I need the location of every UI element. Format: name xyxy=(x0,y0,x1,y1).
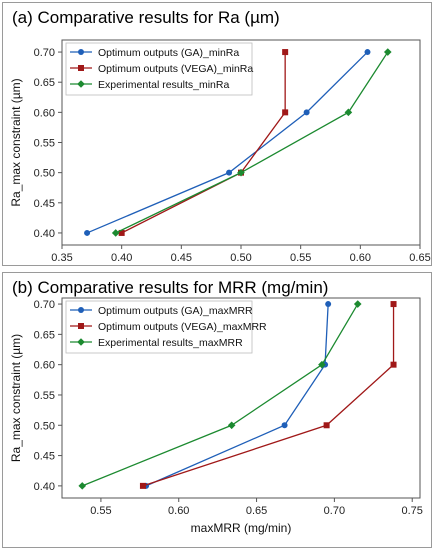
legend: Optimum outputs (GA)_minRa Optimum output… xyxy=(65,42,253,96)
panel-title: (a) Comparative results for Ra (µm) xyxy=(12,8,280,27)
y-tick-label: 0.50 xyxy=(34,420,55,432)
series-line-1 xyxy=(86,51,368,234)
series-line-2 xyxy=(121,52,286,234)
legend-marker xyxy=(78,307,84,313)
data-point xyxy=(390,301,397,308)
data-point xyxy=(111,229,120,237)
data-point xyxy=(282,109,289,116)
data-point xyxy=(139,482,146,489)
y-tick-label: 0.60 xyxy=(34,107,55,119)
chart-svg-a: 0.35 0.40 0.45 0.50 0.55 0.60 0.65 0.40 0.45 0.50… xyxy=(9,39,431,264)
chart-svg-b: 0.55 0.60 0.65 0.70 0.75 0.40 0.45 0.50 0.55 0.60… xyxy=(9,297,423,535)
x-tick-label: 0.55 xyxy=(90,505,111,517)
y-tick-label: 0.50 xyxy=(34,168,55,180)
x-tick-label: 0.70 xyxy=(324,505,345,517)
legend-label: Optimum outputs (GA)_minRa xyxy=(98,47,239,59)
x-tick-label: 0.50 xyxy=(230,252,251,264)
x-tick-label: 0.55 xyxy=(290,252,311,264)
plot-area xyxy=(61,297,421,499)
y-tick-label: 0.60 xyxy=(34,360,55,372)
legend-marker xyxy=(78,65,84,71)
legend-label: Optimum outputs (VEGA)_minRa xyxy=(98,63,253,75)
data-point xyxy=(84,229,91,236)
y-tick-label: 0.55 xyxy=(34,138,55,150)
series-line-3 xyxy=(81,303,359,487)
legend-label: Experimental results_maxMRR xyxy=(98,337,243,349)
x-tick-label: 0.65 xyxy=(409,252,430,264)
data-point xyxy=(237,168,245,177)
legend: Optimum outputs (GA)_maxMRR Optimum outpu… xyxy=(65,300,267,354)
x-tick-label: 0.40 xyxy=(111,252,132,264)
y-tick-label: 0.70 xyxy=(34,47,55,59)
data-point xyxy=(281,422,288,429)
chart-panel-b: (b) Comparative results for MRR (mg/min)… xyxy=(0,270,434,550)
data-point xyxy=(118,229,125,236)
panel-frame xyxy=(2,2,432,266)
x-tick-label: 0.45 xyxy=(171,252,192,264)
y-tick-label: 0.65 xyxy=(34,77,55,89)
legend-box xyxy=(65,300,253,354)
x-tick-label: 0.65 xyxy=(246,505,267,517)
data-point xyxy=(344,108,353,117)
series-line-1 xyxy=(145,304,329,487)
data-point xyxy=(303,109,310,116)
legend-marker xyxy=(77,338,85,346)
y-tick-label: 0.45 xyxy=(34,198,55,210)
y-tick-label: 0.40 xyxy=(34,481,55,493)
data-point xyxy=(226,169,233,176)
data-point xyxy=(227,421,236,430)
y-tick-label: 0.40 xyxy=(34,228,55,240)
panel-title: (b) Comparative results for MRR (mg/min) xyxy=(12,278,329,297)
legend-marker xyxy=(78,323,84,329)
y-axis-label: Ra_max constraint (µm) xyxy=(9,78,23,206)
x-axis-label: maxMRR (mg/min) xyxy=(191,521,292,535)
panel-frame xyxy=(2,272,432,548)
legend-label: Optimum outputs (GA)_maxMRR xyxy=(98,305,253,317)
data-point xyxy=(323,422,330,429)
data-point xyxy=(282,49,289,56)
y-tick-label: 0.55 xyxy=(34,390,55,402)
legend-label: Optimum outputs (VEGA)_maxMRR xyxy=(98,321,267,333)
y-axis-label: Ra_max constraint (µm) xyxy=(9,334,23,462)
x-tick-label: 0.60 xyxy=(350,252,371,264)
series-line-3 xyxy=(115,51,389,234)
x-tick-label: 0.35 xyxy=(51,252,72,264)
legend-label: Experimental results_minRa xyxy=(98,79,229,91)
chart-panel-a: (a) Comparative results for Ra (µm) 0.35… xyxy=(0,0,434,268)
y-tick-label: 0.45 xyxy=(34,451,55,463)
data-point xyxy=(78,482,87,490)
x-tick-label: 0.60 xyxy=(168,505,189,517)
data-point xyxy=(353,300,362,308)
legend-marker xyxy=(78,49,84,55)
data-point xyxy=(364,49,371,56)
legend-box xyxy=(65,42,253,96)
y-tick-label: 0.70 xyxy=(34,299,55,311)
x-tick-label: 0.75 xyxy=(402,505,423,517)
data-point xyxy=(383,48,392,56)
data-point xyxy=(325,301,332,308)
series-line-2 xyxy=(142,304,395,487)
data-point xyxy=(390,361,397,368)
y-tick-label: 0.65 xyxy=(34,329,55,341)
legend-marker xyxy=(77,80,85,88)
